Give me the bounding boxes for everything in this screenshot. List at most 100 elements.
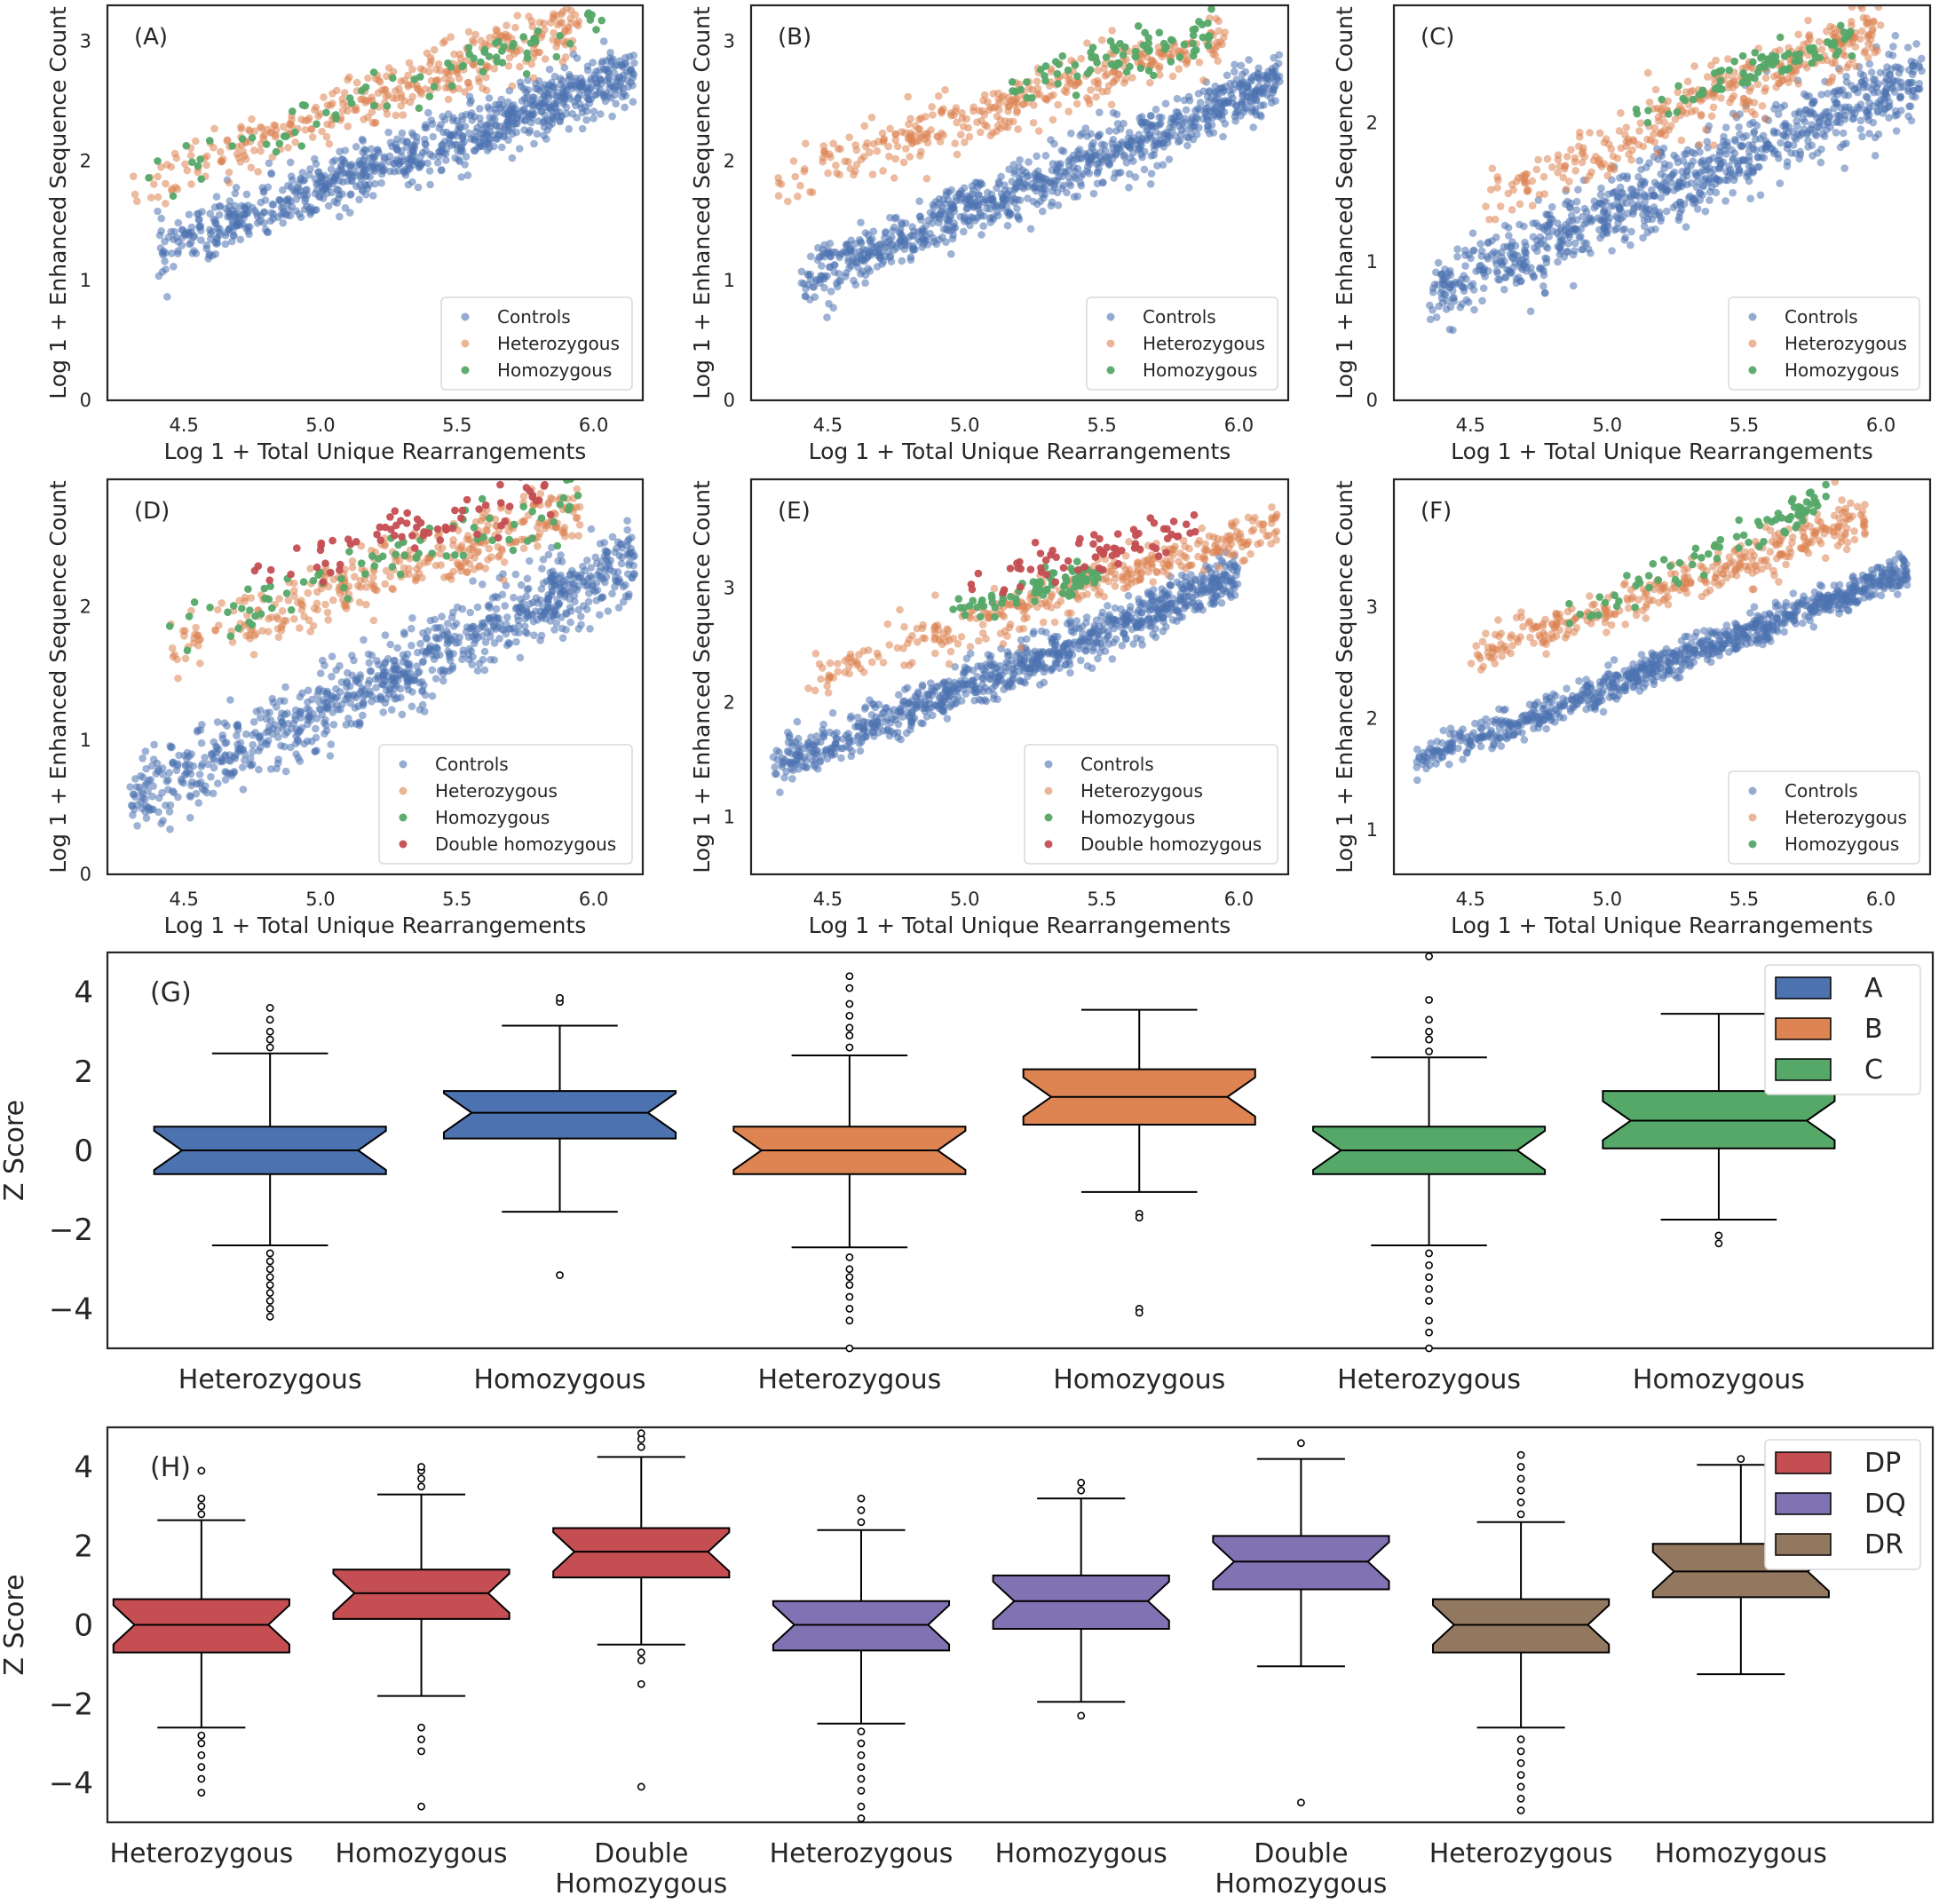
scatter-points xyxy=(130,0,638,301)
point-heterozygous xyxy=(1654,149,1662,157)
point-controls xyxy=(802,285,810,293)
point-controls xyxy=(430,133,438,141)
point-controls xyxy=(486,94,494,102)
point-homozygous xyxy=(1161,45,1169,53)
point-controls xyxy=(1660,179,1668,187)
point-controls xyxy=(607,94,615,102)
point-heterozygous xyxy=(1571,154,1579,162)
point-controls xyxy=(346,170,354,178)
point-controls xyxy=(574,95,582,103)
point-controls xyxy=(1205,99,1213,107)
point-controls xyxy=(623,517,631,525)
point-controls xyxy=(623,550,631,558)
point-controls xyxy=(1909,71,1917,79)
point-controls xyxy=(441,116,449,124)
point-controls xyxy=(896,228,904,236)
point-controls xyxy=(1249,123,1257,131)
y-tick-label: 0 xyxy=(724,390,735,411)
point-controls xyxy=(585,96,593,104)
point-controls xyxy=(1623,175,1631,183)
point-controls xyxy=(1037,197,1045,205)
point-controls xyxy=(141,795,149,803)
point-controls xyxy=(1541,289,1549,297)
point-controls xyxy=(355,196,363,204)
point-controls xyxy=(601,579,609,587)
point-heterozygous xyxy=(1489,164,1497,172)
point-controls xyxy=(424,109,432,117)
point-controls xyxy=(1696,189,1704,197)
point-controls xyxy=(296,727,304,735)
point-controls xyxy=(582,103,590,111)
point-homozygous xyxy=(145,174,153,182)
point-controls xyxy=(1556,233,1564,241)
point-controls xyxy=(1706,188,1714,196)
point-controls xyxy=(1663,208,1671,216)
point-controls xyxy=(1203,113,1211,121)
point-controls xyxy=(476,105,484,113)
point-controls xyxy=(1453,253,1461,261)
point-controls xyxy=(579,125,587,133)
point-controls xyxy=(214,224,222,232)
point-controls xyxy=(228,238,236,246)
point-controls xyxy=(1457,304,1465,312)
point-controls xyxy=(264,228,272,236)
point-heterozygous xyxy=(819,142,827,150)
point-controls xyxy=(550,626,558,634)
point-controls xyxy=(421,136,429,144)
point-controls xyxy=(965,217,973,225)
point-controls xyxy=(1496,276,1504,284)
scatter-points xyxy=(1426,0,1926,334)
point-controls xyxy=(1174,95,1182,103)
point-heterozygous xyxy=(819,158,827,166)
point-controls xyxy=(267,170,275,178)
point-controls xyxy=(1166,155,1174,163)
point-controls xyxy=(1505,224,1513,232)
point-controls xyxy=(1832,99,1840,107)
point-controls xyxy=(346,162,354,170)
point-heterozygous xyxy=(1614,154,1622,162)
point-heterozygous xyxy=(479,84,487,92)
point-controls xyxy=(313,747,321,754)
point-controls xyxy=(1770,105,1778,113)
point-controls xyxy=(352,678,360,686)
point-controls xyxy=(988,191,996,199)
point-controls xyxy=(1799,115,1807,123)
point-heterozygous xyxy=(426,60,434,68)
point-homozygous xyxy=(1084,70,1092,78)
point-heterozygous xyxy=(1856,36,1864,43)
x-tick-label: 6.0 xyxy=(1866,415,1895,436)
point-controls xyxy=(439,670,447,678)
point-controls xyxy=(1649,192,1657,200)
point-homozygous xyxy=(1121,43,1129,51)
point-controls xyxy=(1743,132,1751,140)
point-controls xyxy=(1477,252,1485,260)
point-heterozygous xyxy=(1823,28,1831,36)
point-homozygous xyxy=(510,40,518,48)
point-controls xyxy=(945,217,953,225)
point-homozygous xyxy=(1132,48,1140,56)
point-controls xyxy=(930,203,938,211)
point-controls xyxy=(269,731,277,739)
point-controls xyxy=(244,224,252,232)
point-controls xyxy=(1247,74,1255,82)
point-controls xyxy=(1892,32,1900,40)
point-heterozygous xyxy=(1712,57,1720,65)
point-heterozygous xyxy=(345,74,353,82)
point-heterozygous xyxy=(531,50,539,58)
point-controls xyxy=(518,581,526,589)
point-controls xyxy=(451,141,459,149)
point-controls xyxy=(131,791,138,799)
point-controls xyxy=(210,790,218,798)
point-heterozygous xyxy=(1508,206,1516,214)
point-heterozygous xyxy=(1696,141,1704,149)
point-controls xyxy=(1619,226,1627,234)
point-controls xyxy=(586,625,594,633)
point-controls xyxy=(1757,192,1765,200)
point-controls xyxy=(426,167,434,175)
point-heterozygous xyxy=(1554,169,1562,177)
point-heterozygous xyxy=(1710,141,1718,149)
point-controls xyxy=(1784,158,1792,166)
point-controls xyxy=(328,165,336,173)
point-homozygous xyxy=(194,162,202,170)
point-controls xyxy=(825,300,833,308)
